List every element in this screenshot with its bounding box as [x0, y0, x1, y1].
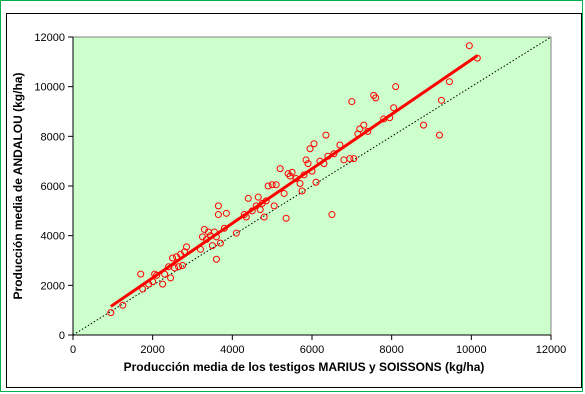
data-point	[268, 181, 276, 189]
data-point	[465, 42, 473, 50]
data-point	[276, 165, 284, 173]
data-point	[248, 207, 256, 215]
data-point	[264, 182, 272, 190]
x-tick-label: 12000	[536, 344, 567, 356]
data-point	[252, 202, 260, 210]
data-point	[435, 131, 443, 139]
data-point	[214, 211, 222, 219]
data-point	[328, 211, 336, 219]
data-point	[183, 243, 191, 251]
data-point	[386, 114, 394, 122]
data-point	[280, 189, 288, 197]
data-point	[149, 278, 157, 286]
data-point	[260, 213, 268, 221]
data-point	[220, 224, 228, 232]
data-point	[270, 202, 278, 210]
data-point	[256, 206, 264, 214]
data-point	[298, 187, 306, 195]
data-point	[292, 175, 300, 183]
data-point	[167, 274, 175, 282]
data-point	[222, 209, 230, 217]
data-point	[175, 263, 183, 271]
data-point	[139, 285, 147, 293]
chart-area: 0 2000 4000 6000 8000 10000 12000 0 2000 4000 6000…	[6, 13, 582, 388]
data-point	[445, 78, 453, 86]
data-point	[300, 171, 308, 179]
reference-line-1to1	[72, 36, 552, 336]
y-tick-label: 8000	[41, 131, 65, 143]
data-point	[159, 280, 167, 288]
data-point	[208, 242, 216, 250]
data-point	[356, 125, 364, 133]
data-point	[312, 178, 320, 186]
data-point	[169, 254, 177, 262]
data-point	[348, 98, 356, 106]
y-axis-title: Producción media de ANDALOU (kg/ha)	[11, 73, 25, 300]
data-point	[212, 255, 220, 263]
data-point	[302, 156, 310, 164]
data-point	[364, 127, 372, 135]
data-point	[392, 83, 400, 91]
data-point	[179, 261, 187, 269]
reference-line-layer	[72, 36, 552, 336]
x-tick-label: 4000	[220, 344, 244, 356]
data-point	[288, 168, 296, 176]
axes: 0 2000 4000 6000 8000 10000 12000 0 2000 4000 6000…	[34, 32, 566, 356]
data-point	[437, 96, 445, 104]
data-point	[161, 270, 169, 278]
y-tick-label: 0	[59, 330, 65, 342]
data-point	[244, 194, 252, 202]
data-point	[262, 197, 270, 205]
data-point	[336, 141, 344, 149]
x-tick-label: 6000	[300, 344, 324, 356]
x-tick-label: 2000	[140, 344, 164, 356]
data-point	[137, 270, 145, 278]
y-tick-label: 12000	[34, 32, 65, 44]
data-point	[320, 160, 328, 168]
x-tick-label: 0	[70, 344, 76, 356]
y-tick-label: 10000	[34, 82, 65, 94]
data-point	[304, 160, 312, 168]
data-point	[242, 213, 250, 221]
data-point	[296, 180, 304, 188]
data-point	[420, 121, 428, 129]
y-tick-label: 6000	[41, 181, 65, 193]
data-point	[360, 121, 368, 129]
data-point	[308, 167, 316, 175]
data-point	[306, 145, 314, 153]
data-point	[324, 152, 332, 160]
data-point	[107, 309, 115, 317]
data-points	[107, 42, 481, 317]
data-point	[310, 140, 318, 148]
data-point	[282, 214, 290, 222]
data-point	[212, 233, 220, 241]
data-point	[254, 193, 262, 201]
data-point	[372, 94, 380, 102]
data-point	[350, 155, 358, 163]
data-point	[202, 235, 210, 243]
data-point	[390, 104, 398, 112]
y-tick-label: 4000	[41, 231, 65, 243]
x-axis-title: Producción media de los testigos MARIUS …	[124, 360, 485, 374]
data-point	[286, 172, 294, 180]
data-point	[232, 229, 240, 237]
data-point	[171, 264, 179, 272]
data-point	[346, 155, 354, 163]
data-point	[322, 131, 330, 139]
data-point	[196, 245, 204, 253]
data-point	[216, 239, 224, 247]
scatter-chart: 0 2000 4000 6000 8000 10000 12000 0 2000 4000 6000…	[11, 32, 566, 374]
data-point	[330, 150, 338, 158]
data-point	[153, 271, 161, 279]
x-tick-label: 10000	[456, 344, 487, 356]
data-point	[214, 202, 222, 210]
x-tick-label: 8000	[379, 344, 403, 356]
data-point	[272, 181, 280, 189]
data-point	[473, 54, 481, 62]
data-point	[119, 301, 127, 309]
y-tick-label: 2000	[41, 280, 65, 292]
